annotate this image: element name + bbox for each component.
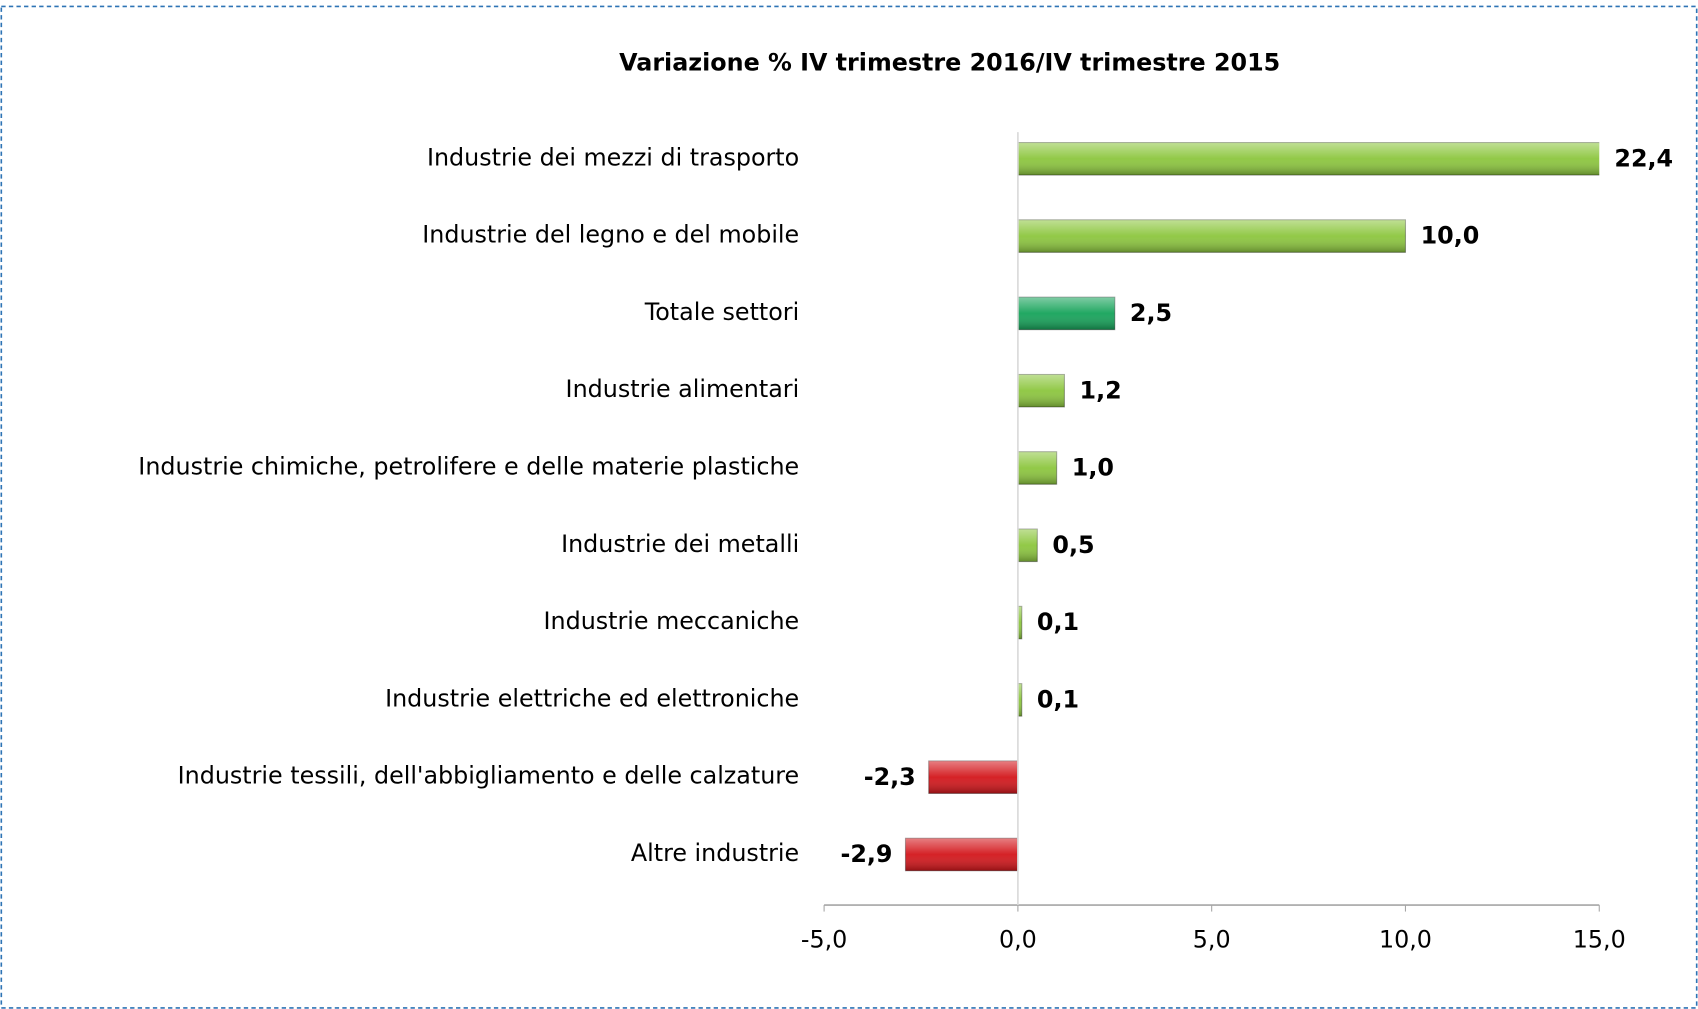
bar-shine [928, 760, 1018, 794]
bar-shine [1017, 219, 1406, 253]
data-label: 2,5 [1130, 299, 1172, 327]
data-label: 1,2 [1080, 376, 1122, 404]
x-tick-label: 0,0 [999, 925, 1037, 953]
bar-shine [1017, 142, 1600, 176]
data-label: -2,9 [840, 840, 892, 868]
x-tick-label: 10,0 [1379, 925, 1432, 953]
y-tick-label: Altre industrie [631, 839, 799, 867]
data-label: 0,1 [1037, 608, 1079, 636]
y-tick-label: Industrie del legno e del mobile [422, 221, 799, 249]
data-label: 0,5 [1052, 531, 1094, 559]
chart-title: Variazione % IV trimestre 2016/IV trimes… [619, 48, 1280, 76]
y-tick-label: Industrie alimentari [566, 375, 800, 403]
y-tick-label: Industrie dei metalli [561, 530, 799, 558]
bar-shine [1017, 374, 1065, 407]
data-label: 10,0 [1421, 222, 1480, 250]
y-tick-label: Totale settori [644, 298, 799, 326]
y-tick-label: Industrie elettriche ed elettroniche [385, 684, 799, 712]
data-label: 1,0 [1072, 454, 1114, 482]
x-tick-label: 5,0 [1193, 925, 1231, 953]
bar-shine [1017, 451, 1057, 485]
x-tick-label: -5,0 [801, 925, 847, 953]
y-tick-label: Industrie chimiche, petrolifere e delle … [138, 453, 799, 481]
data-label: 22,4 [1614, 144, 1673, 172]
bar-shine [1017, 529, 1038, 562]
y-tick-label: Industrie dei mezzi di trasporto [427, 143, 799, 171]
bar-shine [905, 838, 1018, 871]
data-label: 0,1 [1037, 685, 1079, 713]
bar-shine [1017, 683, 1022, 717]
y-tick-label: Industrie tessili, dell'abbigliamento e … [178, 762, 800, 790]
plot-area [904, 142, 1600, 872]
y-tick-label: Industrie meccaniche [543, 607, 799, 635]
data-label: -2,3 [864, 763, 916, 791]
bar-shine [1017, 297, 1115, 330]
x-tick-label: 15,0 [1573, 925, 1626, 953]
bar-shine [1017, 606, 1022, 639]
